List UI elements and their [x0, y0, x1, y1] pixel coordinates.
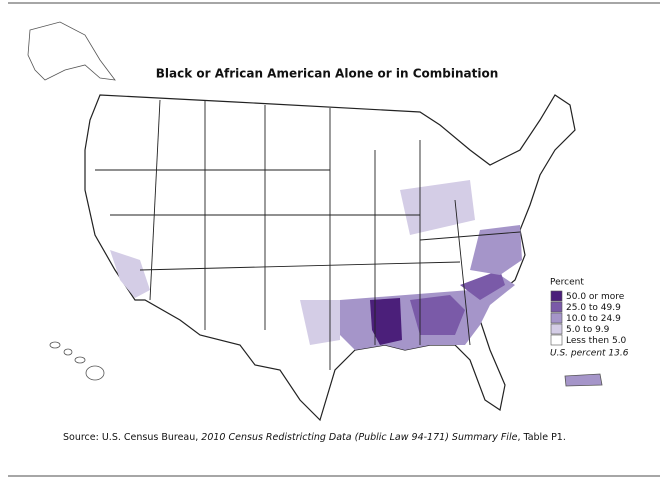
legend-label: Less then 5.0: [566, 336, 627, 346]
state-lines: [95, 99, 521, 370]
alaska: [27, 21, 116, 81]
legend-title: Percent: [550, 278, 584, 288]
legend-swatch: [550, 334, 563, 346]
legend-label: 10.0 to 24.9: [566, 314, 621, 324]
legend-swatch: [550, 323, 563, 335]
map-title: Black or African American Alone or in Co…: [156, 67, 499, 81]
us-percent: U.S. percent 13.6: [550, 349, 629, 359]
legend-label: 50.0 or more: [566, 292, 625, 302]
source-title: 2010 Census Redistricting Data (Public L…: [201, 432, 517, 443]
legend-swatch: [550, 312, 563, 324]
source-note: Source: U.S. Census Bureau, 2010 Census …: [63, 432, 566, 443]
hawaii: [49, 341, 105, 381]
puerto-rico: [564, 373, 603, 387]
source-prefix: Source: U.S. Census Bureau,: [63, 432, 201, 443]
legend-swatch: [550, 290, 563, 302]
source-suffix: , Table P1.: [517, 432, 565, 443]
legend-label: 25.0 to 49.9: [566, 303, 621, 313]
legend-label: 5.0 to 9.9: [566, 325, 610, 335]
legend-swatch: [550, 301, 563, 313]
